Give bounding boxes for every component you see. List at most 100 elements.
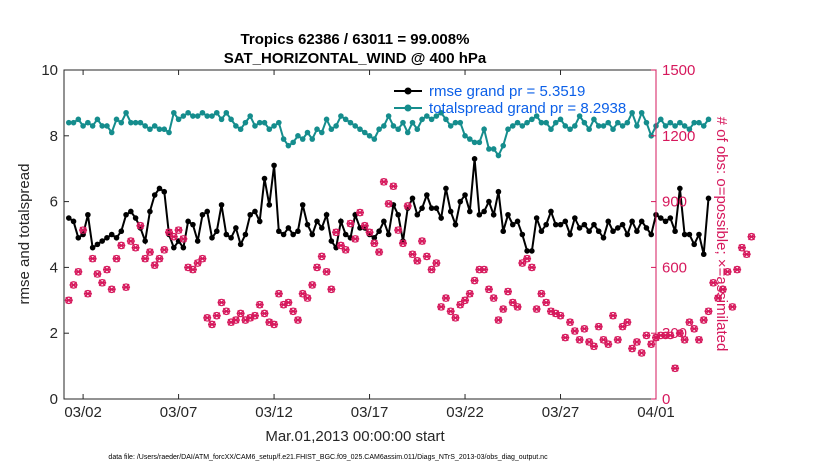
rmse-point xyxy=(299,202,306,208)
obs-assimilated-point xyxy=(308,281,317,289)
y-axis-label: rmse and totalspread xyxy=(16,164,33,305)
totalspread-point xyxy=(228,116,234,123)
rmse-point xyxy=(385,231,392,238)
obs-assimilated-point xyxy=(126,237,135,245)
rmse-point xyxy=(529,248,535,254)
series-totalspread xyxy=(65,109,712,159)
rmse-point xyxy=(505,211,511,218)
obs-assimilated-point xyxy=(98,279,107,287)
rmse-point xyxy=(180,244,187,251)
totalspread-point xyxy=(166,129,172,136)
rmse-point xyxy=(194,238,201,244)
totalspread-point xyxy=(476,139,483,146)
rmse-point xyxy=(328,238,335,244)
obs-assimilated-point xyxy=(389,182,398,190)
obs-assimilated-point xyxy=(671,364,680,372)
series-obs-assimilated xyxy=(64,178,756,372)
rmse-point xyxy=(610,228,616,235)
x-tick-label: 03/02 xyxy=(64,404,102,421)
obs-assimilated-point xyxy=(589,342,598,350)
rmse-point xyxy=(481,208,487,215)
rmse-point xyxy=(151,192,158,198)
rmse-point xyxy=(99,238,105,244)
rmse-point xyxy=(424,192,430,198)
obs-assimilated-point xyxy=(179,235,188,243)
rmse-point xyxy=(428,205,435,211)
rmse-point xyxy=(438,215,444,221)
legend: rmse grand pr = 5.3519 totalspread grand… xyxy=(394,83,626,117)
obs-assimilated-point xyxy=(470,277,479,285)
rmse-point xyxy=(290,231,296,238)
rmse-point xyxy=(638,218,645,225)
totalspread-point xyxy=(404,129,411,136)
obs-assimilated-point xyxy=(375,248,384,256)
totalspread-point xyxy=(533,113,540,119)
obs-assimilated-point xyxy=(566,318,575,326)
totalspread-point xyxy=(509,123,516,129)
obs-assimilated-point xyxy=(537,290,546,298)
obs-assimilated-point xyxy=(112,255,121,263)
totalspread-point xyxy=(681,123,688,129)
obs-assimilated-point xyxy=(102,266,111,274)
totalspread-point xyxy=(409,119,416,126)
obs-assimilated-point xyxy=(623,318,632,326)
rmse-point xyxy=(295,228,301,235)
rmse-point xyxy=(104,234,110,241)
totalspread-point xyxy=(65,119,72,126)
rmse-point xyxy=(696,231,702,238)
rmse-point xyxy=(304,221,311,228)
obs-assimilated-point xyxy=(169,233,178,241)
rmse-point xyxy=(70,218,77,225)
obs-assimilated-point xyxy=(208,320,216,328)
obs-assimilated-point xyxy=(408,250,417,258)
rmse-point xyxy=(619,221,626,228)
obs-assimilated-point xyxy=(628,345,637,353)
legend-rmse-label: rmse grand pr = 5.3519 xyxy=(429,83,585,100)
totalspread-point xyxy=(70,119,77,126)
obs-assimilated-point xyxy=(160,246,169,254)
totalspread-point xyxy=(175,116,182,123)
rmse-point xyxy=(700,251,707,258)
rmse-point xyxy=(538,228,545,235)
obs-assimilated-point xyxy=(370,239,379,247)
totalspread-point xyxy=(194,113,201,119)
obs-assimilated-point xyxy=(532,305,541,313)
totalspread-point xyxy=(132,119,139,126)
y-tick-label: 10 xyxy=(41,62,58,79)
obs-assimilated-point xyxy=(523,255,532,263)
totalspread-point xyxy=(128,119,134,126)
obs-assimilated-point xyxy=(480,266,489,274)
x-tick-label: 03/07 xyxy=(160,404,198,421)
obs-assimilated-point xyxy=(88,255,97,263)
rmse-point xyxy=(686,231,693,238)
obs-assimilated-point xyxy=(742,250,751,258)
rmse-point xyxy=(557,221,564,228)
obs-assimilated-point xyxy=(613,336,622,344)
rmse-point xyxy=(672,228,678,235)
obs-assimilated-point xyxy=(422,252,431,260)
rmse-point xyxy=(190,221,196,228)
totalspread-point xyxy=(696,119,702,126)
totalspread-point xyxy=(657,116,664,123)
obs-assimilated-point xyxy=(398,239,407,247)
totalspread-point xyxy=(662,123,669,129)
totalspread-point xyxy=(104,123,110,129)
totalspread-point xyxy=(433,113,440,119)
obs-assimilated-point xyxy=(250,312,259,320)
obs-assimilated-point xyxy=(69,281,78,289)
obs-assimilated-point xyxy=(136,222,145,230)
y-tick-label: 2 xyxy=(50,325,58,342)
totalspread-point xyxy=(567,126,573,133)
totalspread-point xyxy=(385,113,392,119)
obs-assimilated-point xyxy=(217,298,226,306)
y-axis-right-label: # of obs: o=possible; ×=assimilated xyxy=(713,117,730,352)
totalspread-point xyxy=(457,119,464,126)
rmse-point xyxy=(342,231,349,238)
obs-assimilated-point xyxy=(360,222,369,230)
rmse-point xyxy=(65,215,72,221)
totalspread-point xyxy=(113,116,120,123)
rmse-point xyxy=(548,208,554,215)
rmse-point xyxy=(228,234,234,241)
obs-assimilated-point xyxy=(122,283,131,291)
rmse-point xyxy=(266,202,273,208)
